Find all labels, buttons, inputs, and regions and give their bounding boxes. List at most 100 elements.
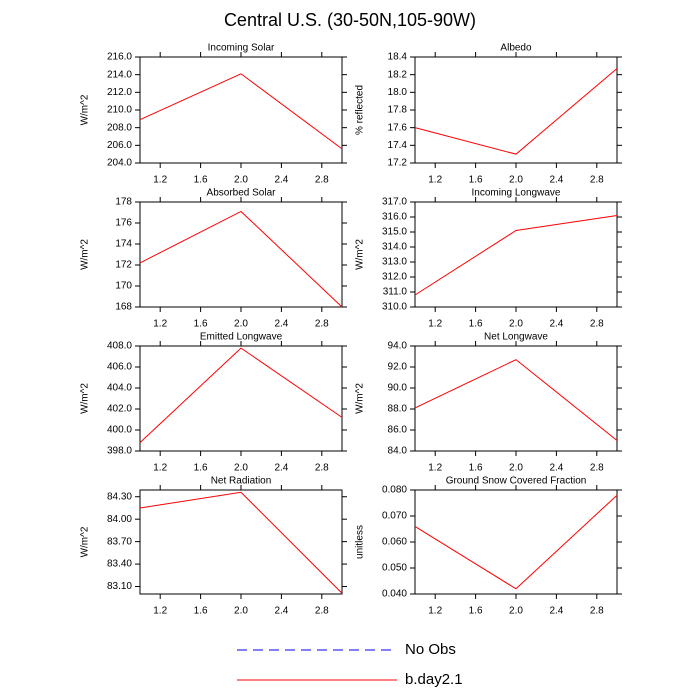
- y-tick-label: 214.0: [107, 69, 132, 80]
- x-tick-label: 2.8: [315, 319, 329, 330]
- y-tick-label: 402.0: [107, 404, 132, 415]
- x-tick-label: 2.4: [549, 319, 563, 330]
- plot-frame: [414, 56, 618, 164]
- x-tick-label: 1.6: [469, 175, 483, 186]
- x-tick-label: 2.0: [234, 319, 248, 330]
- x-tick-label: 2.0: [509, 463, 523, 474]
- plot-frame: [139, 201, 343, 308]
- x-tick-label: 1.2: [428, 175, 442, 186]
- y-axis-label: W/m^2: [355, 383, 366, 414]
- data-line: [414, 68, 618, 155]
- x-tick-label: 1.6: [469, 606, 483, 617]
- y-axis-label: W/m^2: [80, 526, 91, 557]
- x-tick-label: 1.6: [194, 463, 208, 474]
- plot-frame: [414, 201, 618, 308]
- x-tick-label: 2.4: [274, 319, 288, 330]
- x-tick-label: 2.4: [549, 606, 563, 617]
- y-tick-label: 18.2: [388, 69, 408, 80]
- x-tick-label: 2.8: [590, 319, 604, 330]
- y-tick-label: 17.2: [388, 158, 408, 169]
- y-tick-label: 84.30: [107, 491, 132, 502]
- y-tick-label: 83.40: [107, 559, 132, 570]
- x-tick-label: 2.8: [590, 606, 604, 617]
- x-tick-label: 2.4: [549, 463, 563, 474]
- x-tick-label: 1.2: [153, 319, 167, 330]
- x-tick-label: 2.0: [509, 175, 523, 186]
- y-tick-label: 83.70: [107, 536, 132, 547]
- y-tick-label: 208.0: [107, 122, 132, 133]
- panel-title: Ground Snow Covered Fraction: [446, 476, 587, 487]
- plot-frame: [414, 489, 618, 595]
- x-tick-label: 2.0: [234, 175, 248, 186]
- y-tick-label: 404.0: [107, 383, 132, 394]
- x-tick-label: 2.4: [274, 175, 288, 186]
- y-tick-label: 311.0: [383, 287, 408, 298]
- x-tick-label: 2.4: [274, 606, 288, 617]
- plot-frame: [414, 345, 618, 452]
- x-tick-label: 2.0: [234, 606, 248, 617]
- data-line: [139, 210, 343, 308]
- y-tick-label: 17.6: [388, 122, 408, 133]
- panel-title: Emitted Longwave: [200, 332, 283, 343]
- y-tick-label: 94.0: [388, 341, 408, 352]
- data-line: [139, 347, 343, 443]
- y-tick-label: 176: [115, 218, 132, 229]
- y-axis-label: W/m^2: [355, 239, 366, 270]
- y-tick-label: 317.0: [382, 197, 407, 208]
- y-axis-label: % reflected: [355, 85, 366, 135]
- y-tick-label: 18.4: [388, 52, 408, 63]
- x-tick-label: 2.8: [590, 175, 604, 186]
- panel-title: Net Longwave: [484, 332, 548, 343]
- y-tick-label: 316.0: [382, 212, 407, 223]
- y-tick-label: 174: [115, 239, 132, 250]
- x-tick-label: 2.8: [590, 463, 604, 474]
- data-line: [139, 491, 343, 594]
- y-tick-label: 178: [115, 197, 132, 208]
- y-tick-label: 400.0: [107, 425, 132, 436]
- y-tick-label: 314.0: [382, 242, 407, 253]
- panel-title: Albedo: [500, 43, 532, 54]
- x-tick-label: 2.8: [315, 463, 329, 474]
- plot-frame: [139, 56, 343, 164]
- y-tick-label: 17.4: [388, 140, 408, 151]
- y-tick-label: 312.0: [382, 272, 407, 283]
- data-line: [414, 494, 618, 590]
- y-tick-label: 216.0: [107, 52, 132, 63]
- panel-title: Absorbed Solar: [207, 188, 277, 199]
- y-tick-label: 86.0: [388, 425, 408, 436]
- y-axis-label: W/m^2: [80, 94, 91, 125]
- y-tick-label: 310.0: [382, 302, 407, 313]
- y-axis-label: W/m^2: [80, 239, 91, 270]
- y-tick-label: 170: [115, 281, 132, 292]
- x-tick-label: 1.2: [428, 463, 442, 474]
- legend-label: No Obs: [405, 641, 456, 658]
- y-tick-label: 17.8: [388, 105, 408, 116]
- x-tick-label: 1.6: [469, 319, 483, 330]
- x-tick-label: 1.2: [428, 319, 442, 330]
- y-tick-label: 84.0: [388, 446, 408, 457]
- data-line: [414, 359, 618, 441]
- y-tick-label: 83.10: [107, 581, 132, 592]
- data-line: [414, 215, 618, 296]
- y-tick-label: 0.060: [382, 537, 407, 548]
- y-tick-label: 0.080: [382, 485, 407, 496]
- x-tick-label: 2.8: [315, 175, 329, 186]
- y-tick-label: 88.0: [388, 404, 408, 415]
- x-tick-label: 1.2: [153, 175, 167, 186]
- panel-title: Incoming Longwave: [472, 188, 561, 199]
- x-tick-label: 1.6: [469, 463, 483, 474]
- y-axis-label: W/m^2: [80, 383, 91, 414]
- y-tick-label: 210.0: [107, 105, 132, 116]
- x-tick-label: 2.0: [234, 463, 248, 474]
- y-tick-label: 0.070: [382, 511, 407, 522]
- y-tick-label: 0.040: [382, 589, 407, 600]
- x-tick-label: 1.2: [428, 606, 442, 617]
- x-tick-label: 1.6: [194, 606, 208, 617]
- x-tick-label: 2.4: [274, 463, 288, 474]
- x-tick-label: 2.0: [509, 319, 523, 330]
- figure-title: Central U.S. (30-50N,105-90W): [224, 10, 476, 30]
- y-tick-label: 172: [115, 260, 132, 271]
- plot-frame: [139, 489, 343, 595]
- x-tick-label: 2.8: [315, 606, 329, 617]
